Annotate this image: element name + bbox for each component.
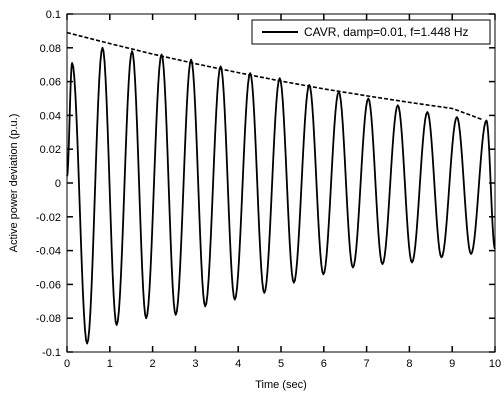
- y-axis-label: Active power deviation (p.u.): [8, 114, 20, 253]
- y-tick-label: -0.04: [36, 246, 61, 258]
- x-tick-label: 7: [364, 358, 370, 370]
- y-tick-label: 0.02: [40, 144, 61, 156]
- series-envelope-dashed: [66, 31, 483, 121]
- x-tick-labels: 0 1 2 3 4 5 6 7 8 9 10: [64, 358, 501, 370]
- y-tick-label: 0.08: [40, 43, 61, 55]
- legend-label: CAVR, damp=0.01, f=1.448 Hz: [304, 25, 469, 39]
- x-tick-label: 3: [192, 358, 198, 370]
- y-tick-label: -0.1: [42, 347, 61, 359]
- x-tick-label: 10: [489, 358, 501, 370]
- series-oscillation-line: [66, 46, 496, 345]
- y-tick-label: -0.06: [36, 279, 61, 291]
- x-tick-label: 0: [64, 358, 70, 370]
- x-tick-label: 4: [235, 358, 241, 370]
- y-tick-label: -0.08: [36, 313, 61, 325]
- x-tick-label: 8: [406, 358, 412, 370]
- y-tick-label: 0.06: [40, 77, 61, 89]
- y-tick-label: 0.04: [40, 110, 61, 122]
- y-tick-label: 0.1: [46, 9, 61, 21]
- y-tick-labels: 0.1 0.08 0.06 0.04 0.02 0 -0.02 -0.04 -0.06 -0.08…: [36, 9, 61, 359]
- x-tick-label: 1: [107, 358, 113, 370]
- x-tick-label: 2: [150, 358, 156, 370]
- plot-area: [66, 13, 496, 353]
- legend: CAVR, damp=0.01, f=1.448 Hz: [251, 19, 491, 45]
- x-tick-label: 6: [321, 358, 327, 370]
- tick-marks: [66, 13, 496, 353]
- x-axis-label: Time (sec): [255, 379, 307, 391]
- y-tick-label: 0: [55, 178, 61, 190]
- x-tick-label: 9: [449, 358, 455, 370]
- series-layer: [66, 31, 496, 345]
- x-tick-label: 5: [278, 358, 284, 370]
- y-tick-label: -0.02: [36, 212, 61, 224]
